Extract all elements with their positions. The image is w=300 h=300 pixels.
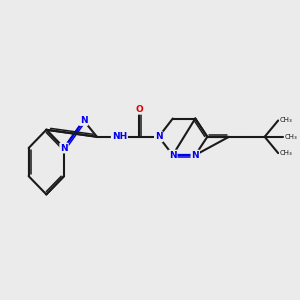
Text: N: N	[60, 143, 68, 152]
Text: N: N	[191, 151, 199, 160]
Text: CH₃: CH₃	[280, 150, 292, 156]
Text: N: N	[169, 151, 177, 160]
Text: NH: NH	[112, 132, 127, 141]
Text: N: N	[155, 132, 163, 141]
Text: CH₃: CH₃	[280, 118, 292, 124]
Text: O: O	[135, 105, 143, 114]
Text: N: N	[80, 116, 88, 125]
Text: CH₃: CH₃	[285, 134, 297, 140]
